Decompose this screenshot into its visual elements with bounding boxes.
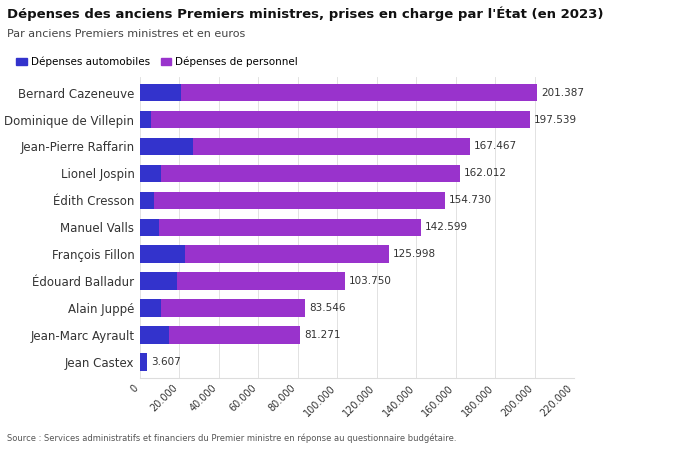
Text: 83.546: 83.546 (309, 303, 345, 313)
Bar (160, 219, 421, 236)
Bar (140, 326, 169, 344)
Text: Source : Services administratifs et financiers du Premier ministre en réponse au: Source : Services administratifs et fina… (7, 434, 456, 443)
Text: 162.012: 162.012 (463, 168, 507, 178)
Bar (181, 84, 538, 101)
Bar (140, 272, 178, 290)
Bar (161, 165, 460, 182)
Text: 81.271: 81.271 (304, 330, 341, 340)
Bar (140, 111, 151, 128)
Bar (169, 326, 300, 344)
Bar (140, 192, 154, 209)
Bar (140, 165, 161, 182)
Text: france: france (620, 412, 648, 421)
Text: 103.750: 103.750 (349, 276, 391, 286)
Bar (140, 138, 193, 155)
Text: 3.607: 3.607 (151, 357, 181, 367)
Legend: Dépenses automobiles, Dépenses de personnel: Dépenses automobiles, Dépenses de person… (12, 53, 302, 71)
Text: bleu: bleu (617, 425, 650, 439)
Text: Dépenses des anciens Premiers ministres, prises en charge par l'État (en 2023): Dépenses des anciens Premiers ministres,… (7, 7, 603, 21)
Text: 201.387: 201.387 (541, 88, 584, 98)
Bar (140, 219, 160, 236)
Bar (178, 272, 344, 290)
Text: 142.599: 142.599 (426, 222, 468, 232)
Bar (154, 192, 445, 209)
Text: 167.467: 167.467 (475, 141, 517, 152)
Bar (140, 353, 147, 371)
Text: 154.730: 154.730 (449, 195, 492, 205)
Text: Par anciens Premiers ministres et en euros: Par anciens Premiers ministres et en eur… (7, 29, 245, 39)
Bar (140, 84, 181, 101)
Text: 125.998: 125.998 (393, 249, 435, 259)
Bar (186, 245, 388, 263)
Bar (161, 299, 304, 317)
Text: 197.539: 197.539 (533, 115, 577, 125)
Bar (151, 111, 530, 128)
Bar (193, 138, 470, 155)
Bar (140, 245, 186, 263)
Bar (140, 299, 161, 317)
